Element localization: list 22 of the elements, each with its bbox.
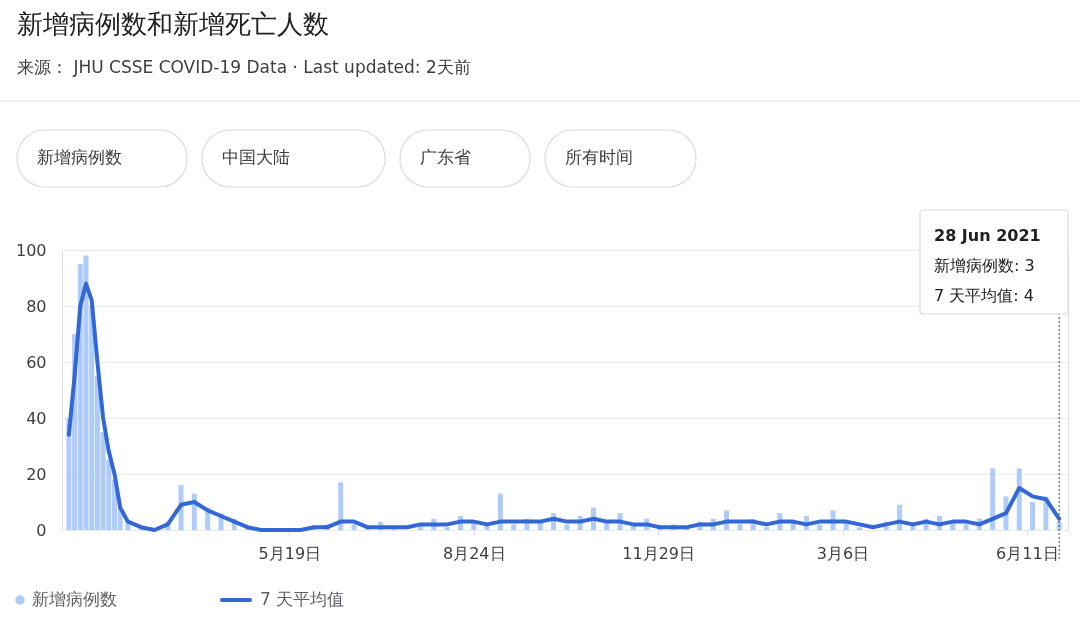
x-tick-label: 6月11日 [996,543,1059,563]
x-tick-label: 3月6日 [816,543,870,563]
x-tick-label: 11月29日 [622,543,695,563]
annotation: 新增病例数: 3 [934,256,1035,275]
text: 广东省 [420,147,471,167]
y-tick-label: 80 [26,296,47,316]
annotation: 7 天平均值: 4 [934,286,1034,305]
chart-title: 新增病例数和新增死亡人数 [17,9,329,39]
chart-subtitle: 来源： JHU CSSE COVID-19 Data · Last updated: 2天前 [17,57,471,77]
text: 所有时间 [565,147,633,167]
y-tick-label: 0 [36,520,47,540]
text: 28 Jun 2021 [934,226,1041,245]
text: 新增病例数 [37,147,122,167]
text: 中国大陆 [222,147,290,167]
x-tick-label: 8月24日 [442,543,506,563]
x-tick-label: 5月19日 [258,543,322,563]
legend-label: 新增病例数 [32,589,117,609]
y-tick-label: 20 [26,464,47,484]
legend-label: 7 天平均值 [260,589,345,609]
y-tick-label: 60 [26,352,47,372]
y-tick-label: 40 [26,408,47,428]
y-tick-label: 100 [15,240,47,260]
